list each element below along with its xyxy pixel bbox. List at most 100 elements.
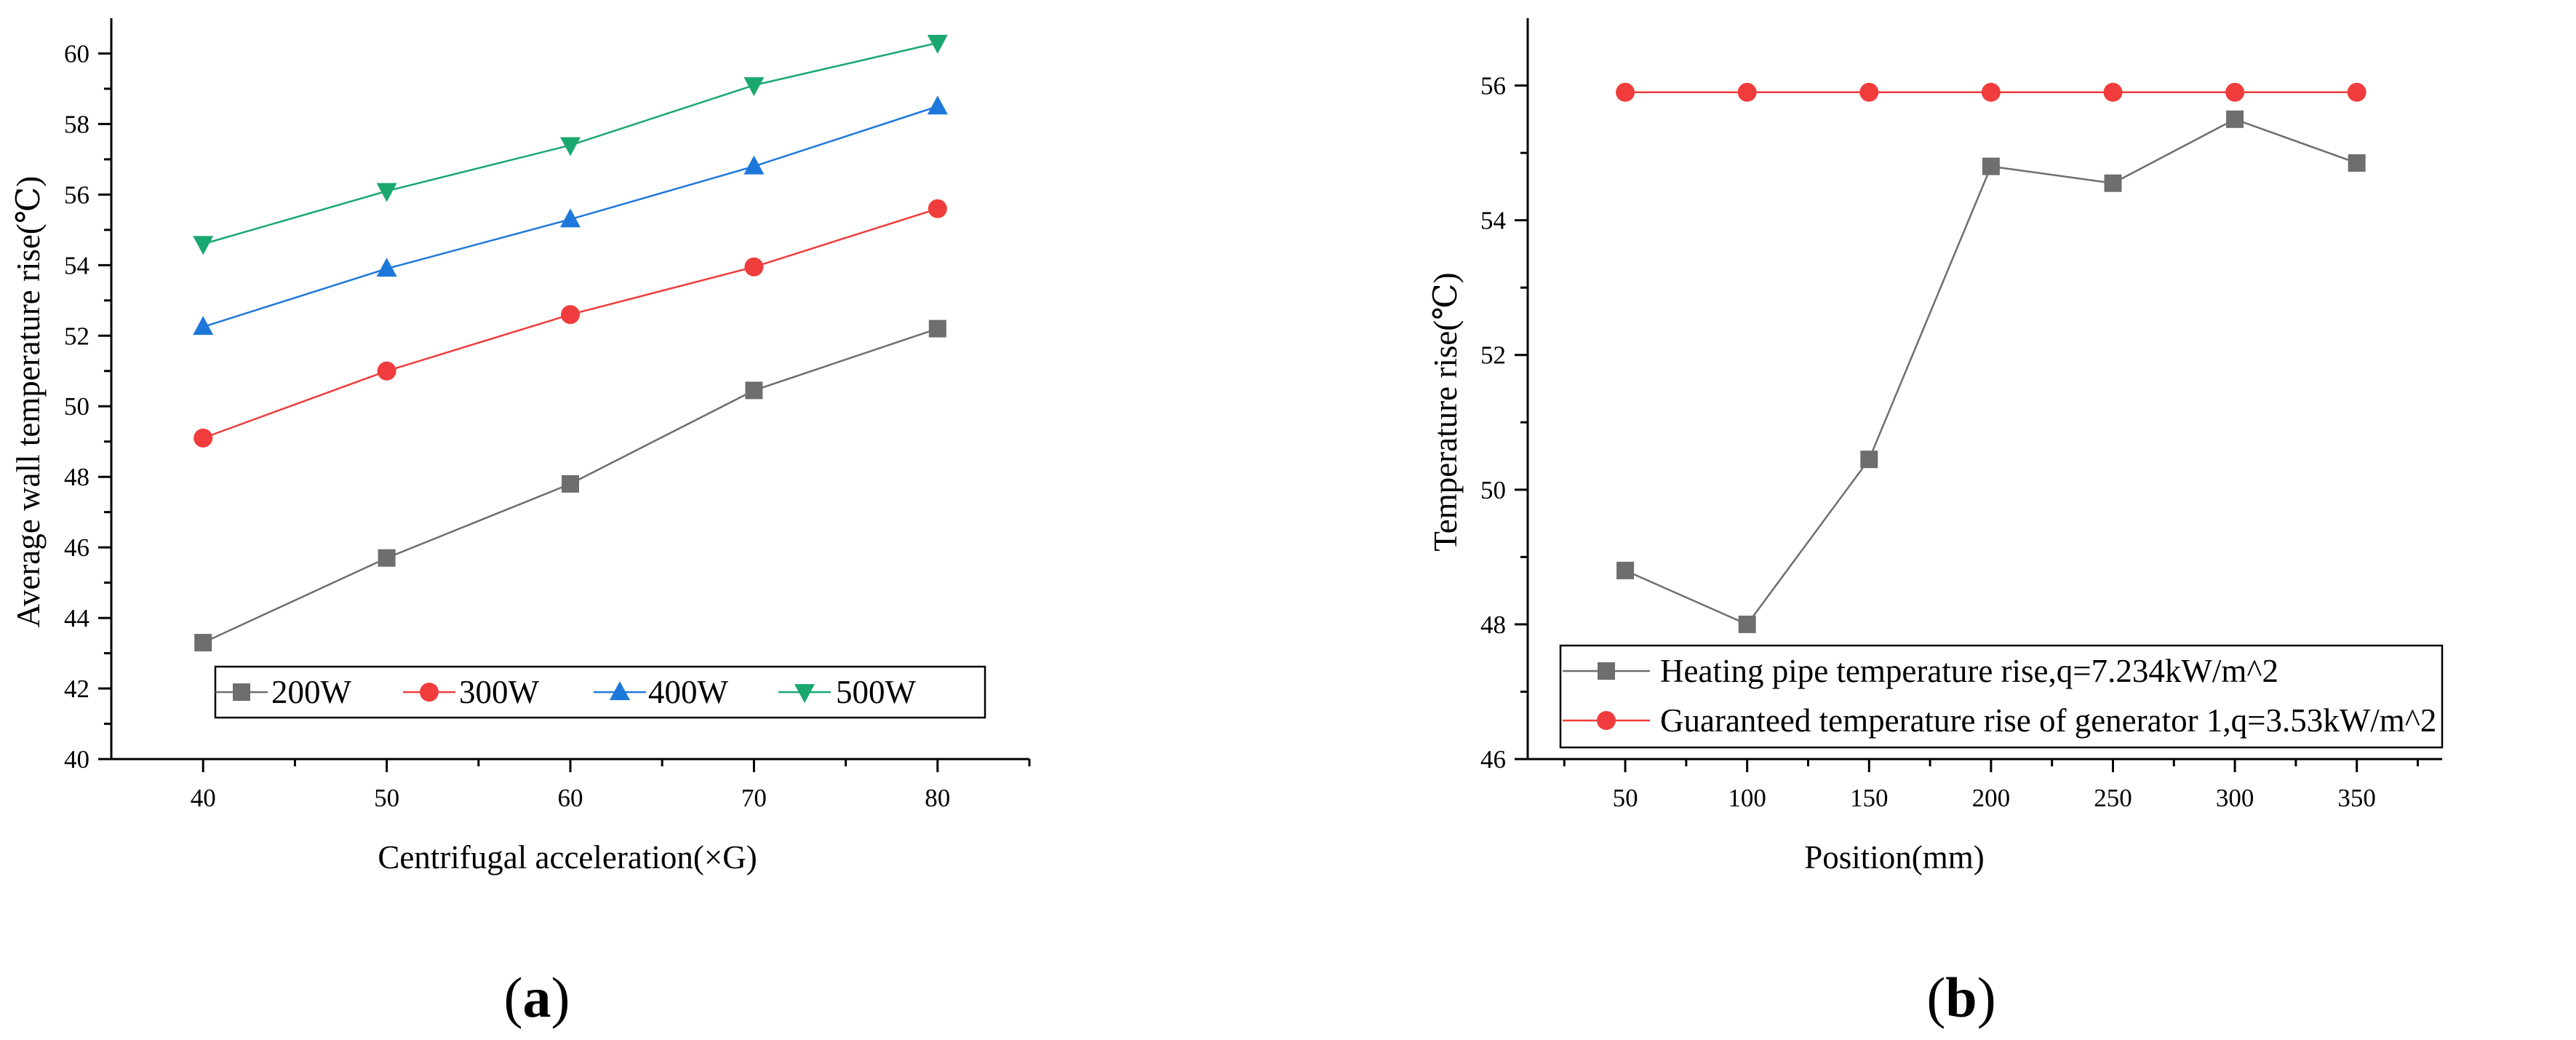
chart-a-y-tick-label: 56	[64, 180, 89, 209]
chart-a-data-point	[378, 549, 396, 567]
chart-a-x-tick-label: 40	[191, 784, 216, 812]
chart-a-legend-label: 400W	[648, 674, 729, 710]
chart-b-x-tick-label: 50	[1613, 784, 1638, 812]
chart-a-legend-marker	[610, 681, 630, 700]
chart-a-legend-marker	[794, 684, 815, 703]
chart-b-series	[1616, 82, 2366, 633]
chart-a-data-point	[745, 381, 763, 400]
chart-b: 50 100 150 200 250 300 350 46 48 50 52 54 56 Positio…	[1427, 18, 2444, 1029]
chart-a-panel-label-close: )	[551, 966, 570, 1029]
chart-b-data-point	[2347, 82, 2366, 102]
chart-b-panel-label: (b)	[1926, 966, 1995, 1029]
chart-a-data-point	[927, 34, 948, 54]
chart-a-data-point	[928, 199, 947, 218]
chart-a-series-1	[194, 199, 947, 448]
chart-b-data-point	[1981, 82, 2001, 102]
chart-b-y-tick-label: 52	[1480, 341, 1506, 370]
chart-a-y-tick-label: 50	[64, 392, 89, 421]
chart-b-legend-marker	[1597, 711, 1616, 730]
chart-a-y-tick-label: 48	[64, 463, 89, 491]
chart-b-plot-area: 50 100 150 200 250 300 350 46 48 50 52 54 56	[1480, 18, 2442, 812]
chart-a-series-2	[193, 95, 948, 336]
chart-a-x-tick-label: 70	[741, 784, 767, 812]
chart-a-x-tick-label: 60	[558, 784, 583, 812]
chart-a-data-point	[377, 361, 396, 381]
chart-b-x-tick-label: 350	[2337, 784, 2376, 812]
chart-b-data-point	[1616, 82, 1635, 102]
chart-b-legend-box	[1559, 644, 2444, 749]
chart-b-y-tick-label: 50	[1480, 476, 1506, 504]
chart-a-data-point	[193, 316, 214, 336]
chart-a-legend-label: 500W	[836, 674, 917, 710]
chart-a-panel-label-open: (	[504, 966, 523, 1029]
chart-b-data-point	[2104, 174, 2122, 192]
chart-a-data-point	[376, 183, 397, 202]
chart-a-legend-label: 200W	[271, 674, 352, 710]
chart-a-legend-marker	[233, 683, 250, 701]
chart-a-data-point	[927, 95, 948, 115]
chart-a-data-point	[561, 305, 580, 325]
chart-a-data-point	[560, 208, 581, 228]
chart-b-data-point	[1738, 615, 1756, 633]
chart-b-panel-label-open: (	[1926, 966, 1945, 1029]
chart-b-panel-label-letter: b	[1945, 966, 1977, 1029]
chart-b-legend: Heating pipe temperature rise,q=7.234kW/…	[1559, 644, 2444, 749]
chart-b-data-point	[1737, 82, 1757, 102]
chart-b-data-point	[1859, 82, 1879, 102]
chart-b-y-tick-label: 54	[1480, 207, 1506, 235]
chart-b-data-point	[2225, 82, 2245, 102]
chart-b-series-0	[1616, 110, 2366, 633]
chart-a-series	[193, 34, 948, 652]
chart-b-y-tick-label: 48	[1480, 611, 1506, 639]
chart-a-data-point	[193, 236, 214, 255]
chart-a-y-tick-label: 40	[64, 745, 89, 774]
chart-a-y-tick-label: 46	[64, 533, 89, 562]
chart-a-plot-area: 40 50 60 70 80 40 42 44 46 48 50 52 54 56 58 60	[64, 18, 1031, 812]
chart-b-data-point	[2103, 82, 2123, 102]
chart-b-data-point	[1616, 561, 1635, 579]
chart-a-y-tick-label: 58	[64, 110, 89, 138]
chart-b-legend-item: Guaranteed temperature rise of generator…	[1563, 702, 2436, 739]
chart-a-y-tick-label: 52	[64, 322, 89, 350]
chart-a-data-point	[744, 257, 764, 277]
chart-b-data-point	[2348, 154, 2366, 172]
chart-a-y-tick-label: 54	[64, 251, 89, 279]
chart-a-data-point	[194, 634, 212, 652]
chart-a-data-point	[743, 155, 765, 175]
chart-a-panel-label-letter: a	[523, 966, 551, 1029]
chart-a-y-axis-title: Average wall temperature rise(℃)	[10, 176, 47, 627]
chart-b-data-point	[1860, 450, 1878, 469]
chart-b-x-tick-label: 300	[2216, 784, 2254, 812]
chart-a-y-tick-label: 60	[64, 39, 89, 68]
chart-a-x-axis-title: Centrifugal acceleration(×G)	[378, 839, 757, 876]
chart-b-panel-label-close: )	[1977, 966, 1996, 1029]
chart-b-y-tick-label: 46	[1480, 745, 1506, 774]
chart-a-legend-item: 300W	[403, 674, 540, 710]
chart-b-legend-marker	[1598, 662, 1615, 680]
chart-a-legend: 200W 300W 400W 500W	[214, 665, 986, 719]
chart-b-legend-label: Guaranteed temperature rise of generator…	[1660, 702, 2436, 739]
chart-a-data-point	[743, 77, 765, 97]
chart-a-data-point	[194, 428, 213, 448]
chart-b-x-tick-label: 200	[1972, 784, 2011, 812]
chart-a-data-point	[562, 475, 579, 493]
chart-b-legend-item: Heating pipe temperature rise,q=7.234kW/…	[1563, 653, 2278, 689]
chart-a-legend-item: 500W	[778, 674, 917, 710]
chart-b-data-point	[1982, 157, 2000, 175]
chart-a-data-point	[928, 319, 946, 338]
chart-b-series-line	[1624, 118, 2358, 626]
chart-a-data-point	[376, 258, 397, 277]
chart-a-data-point	[560, 137, 581, 156]
chart-a-y-tick-label: 42	[64, 675, 89, 703]
chart-a-panel-label: (a)	[504, 966, 570, 1029]
chart-a-series-3	[193, 34, 948, 255]
chart-b-series-1	[1616, 82, 2366, 102]
chart-a-y-tick-label: 44	[64, 604, 89, 632]
chart-b-legend-label: Heating pipe temperature rise,q=7.234kW/…	[1660, 653, 2278, 689]
chart-a-legend-item: 400W	[594, 674, 729, 710]
chart-a-x-tick-label: 80	[925, 784, 950, 812]
chart-a: 40 50 60 70 80 40 42 44 46 48 50 52 54 56 58 60 Centrif…	[10, 18, 1031, 1029]
chart-b-x-tick-label: 100	[1728, 784, 1766, 812]
chart-a-legend-marker	[420, 683, 439, 702]
